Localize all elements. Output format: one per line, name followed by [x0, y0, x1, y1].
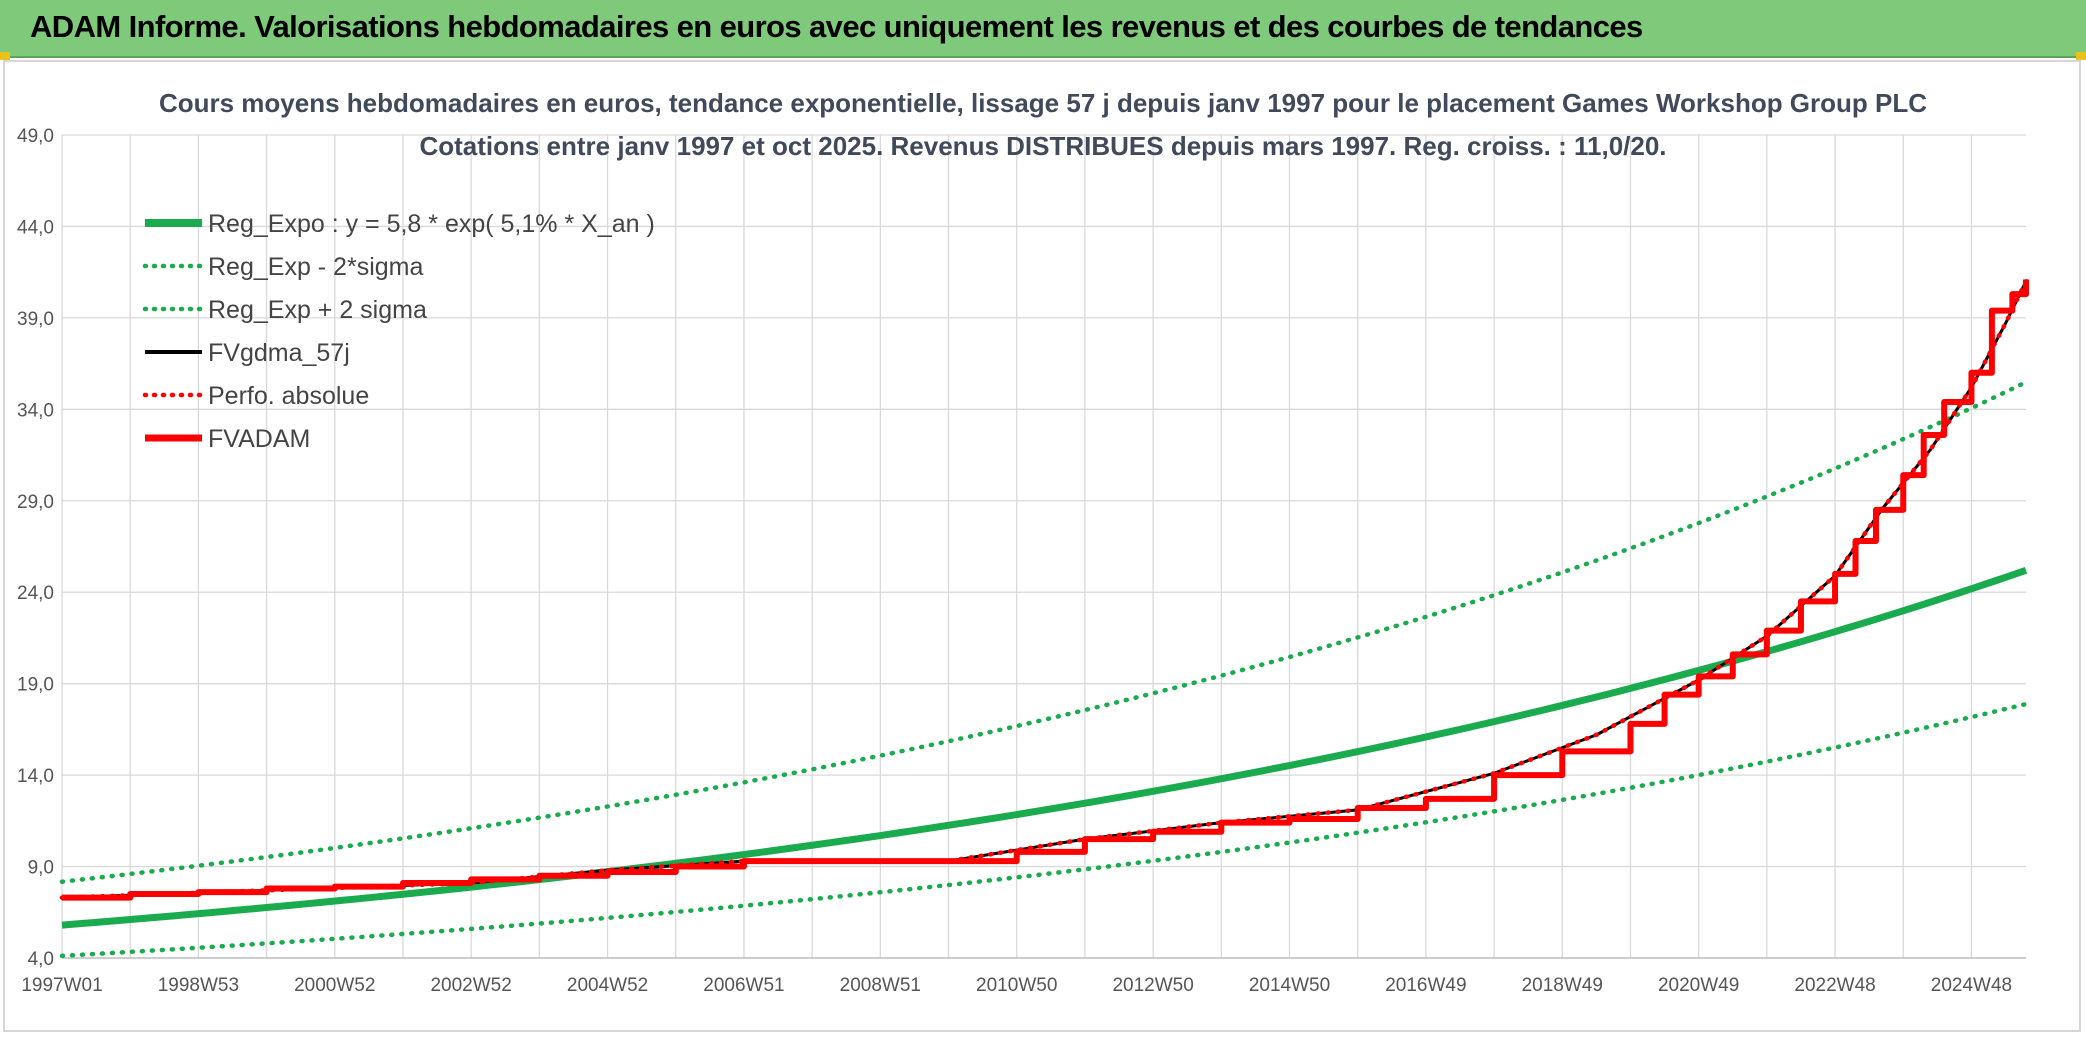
y-tick-label: 9,0	[28, 858, 54, 879]
x-tick-label: 1997W01	[21, 975, 102, 996]
y-tick-label: 4,0	[28, 949, 54, 970]
series-line-1	[59, 701, 2029, 959]
x-tick-label: 2024W48	[1931, 975, 2012, 996]
page-title: ADAM Informe. Valorisations hebdomadaire…	[30, 9, 1643, 44]
legend-label: Perfo. absolue	[208, 382, 369, 410]
x-tick-label: 2004W52	[567, 975, 648, 996]
y-tick-label: 14,0	[17, 766, 54, 787]
x-tick-label: 1998W53	[158, 975, 239, 996]
x-tick-label: 2002W52	[430, 975, 511, 996]
x-tick-label: 2000W52	[294, 975, 375, 996]
y-tick-label: 49,0	[17, 126, 54, 147]
header-banner: ADAM Informe. Valorisations hebdomadaire…	[0, 0, 2086, 58]
x-tick-label: 2012W50	[1112, 975, 1193, 996]
series-line-5	[62, 279, 2029, 901]
y-tick-label: 29,0	[17, 492, 54, 513]
x-tick-label: 2008W51	[840, 975, 921, 996]
x-tick-label: 2022W48	[1794, 975, 1875, 996]
x-tick-label: 2014W50	[1249, 975, 1330, 996]
x-tick-label: 2020W49	[1658, 975, 1739, 996]
y-tick-label: 44,0	[17, 217, 54, 238]
chart-title: Cours moyens hebdomadaires en euros, ten…	[159, 88, 1927, 118]
legend-label: Reg_Exp - 2*sigma	[208, 253, 423, 281]
grid-lines	[61, 134, 2026, 959]
y-tick-label: 24,0	[17, 583, 54, 604]
series-line-3	[61, 280, 2028, 900]
corner-mark-left	[0, 52, 10, 60]
x-tick-label: 2010W50	[976, 975, 1057, 996]
x-tick-label: 2016W49	[1385, 975, 1466, 996]
legend-label: FVgdma_57j	[208, 339, 350, 367]
x-tick-label: 2018W49	[1522, 975, 1603, 996]
series-line-0	[61, 567, 2028, 929]
series-line-2	[59, 379, 2029, 885]
series-line-4	[59, 279, 2029, 900]
y-axis-ticks: 4,0 9,0 14,0 19,0 24,0 29,0 34,0 39,0 44,0 49,0	[17, 126, 54, 970]
y-tick-label: 39,0	[17, 309, 54, 330]
legend-label: Reg_Exp + 2 sigma	[208, 296, 427, 324]
y-tick-label: 19,0	[17, 675, 54, 696]
corner-mark-right	[2076, 52, 2086, 60]
y-tick-label: 34,0	[17, 400, 54, 421]
x-axis-ticks: 1997W01 1998W53 2000W52 2002W52 2004W52 2006W…	[21, 975, 2012, 996]
legend: Reg_Expo : y = 5,8 * exp( 5,1% * X_an ) R…	[142, 210, 655, 453]
x-tick-label: 2006W51	[703, 975, 784, 996]
legend-label: FVADAM	[208, 425, 310, 453]
legend-label: Reg_Expo : y = 5,8 * exp( 5,1% * X_an )	[208, 210, 655, 238]
chart-frame	[3, 60, 2081, 1032]
data-series	[59, 279, 2029, 959]
chart-subtitle: Cotations entre janv 1997 et oct 2025. R…	[419, 131, 1666, 161]
